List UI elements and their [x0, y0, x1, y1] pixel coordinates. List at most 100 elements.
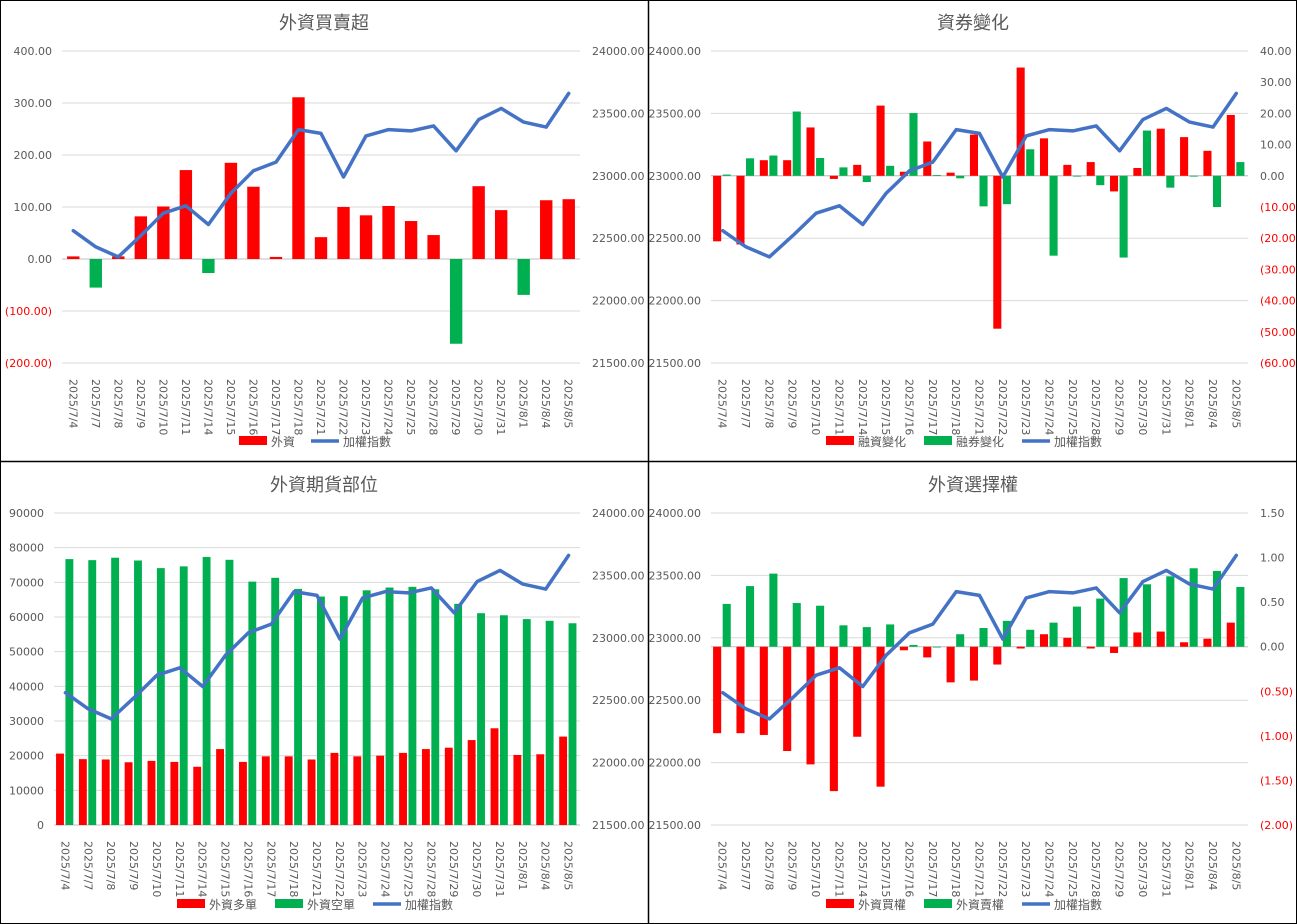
bar-series2: [1142, 584, 1152, 647]
bar-series2: [979, 627, 988, 647]
right-axis-tick-label: 21500.00: [592, 819, 645, 832]
bar-series1: [147, 760, 156, 825]
category-label: 2025/7/15: [879, 841, 892, 897]
bar-series1: [969, 646, 978, 681]
category-label: 2025/7/11: [832, 841, 845, 897]
bar-series2: [1026, 629, 1035, 647]
bar-series2: [956, 634, 965, 647]
legend-swatch: [275, 899, 303, 908]
bar-series1: [427, 235, 440, 259]
bar-series2: [454, 603, 463, 825]
category-label: 2025/8/4: [539, 379, 552, 428]
bar-series1: [1016, 67, 1025, 176]
right-axis-tick-label: 1.50: [1260, 507, 1285, 520]
bar-series2: [792, 111, 801, 176]
bar-series1: [759, 160, 768, 176]
category-label: 2025/7/4: [716, 841, 729, 890]
bar-series1: [89, 259, 102, 288]
bar-series2: [248, 581, 257, 825]
bar-series1: [261, 756, 270, 825]
category-label: 2025/7/17: [926, 379, 939, 435]
right-axis-tick-label: (60.00): [1260, 357, 1297, 370]
bar-series2: [1119, 578, 1128, 647]
category-label: 2025/7/22: [337, 379, 350, 435]
right-axis-tick-label: 23500.00: [592, 569, 645, 582]
legend-swatch: [826, 899, 854, 908]
left-axis-tick-label: 21500.00: [649, 357, 702, 370]
category-label: 2025/7/22: [333, 841, 346, 897]
bar-series1: [876, 646, 885, 787]
category-label: 2025/7/25: [401, 841, 414, 897]
right-axis-tick-label: 22000.00: [592, 757, 645, 770]
bar-series2: [568, 623, 577, 825]
legend: 外資 加權指數: [239, 434, 391, 449]
legend: 融資變化 融券變化 加權指數: [826, 434, 1102, 449]
bar-series2: [792, 603, 801, 647]
bar-series2: [839, 167, 848, 176]
category-label: 2025/7/24: [379, 841, 392, 897]
bar-series2: [862, 627, 871, 647]
bar-series1: [713, 175, 722, 242]
right-axis-tick-label: 22500.00: [592, 232, 645, 245]
bar-series1: [783, 646, 792, 752]
category-label: 2025/7/25: [404, 379, 417, 435]
right-axis-tick-label: 23000.00: [592, 170, 645, 183]
category-label: 2025/7/8: [762, 379, 775, 428]
bar-series1: [1156, 128, 1165, 176]
right-axis-tick-label: 24000.00: [592, 45, 645, 58]
right-axis-tick-label: (20.00): [1260, 232, 1297, 245]
right-axis-tick-label: 0.00: [1260, 170, 1285, 183]
category-label: 2025/7/29: [447, 841, 460, 897]
bar-series1: [1156, 631, 1165, 647]
bar-series1: [1133, 168, 1142, 176]
bar-series2: [65, 559, 74, 825]
category-label: 2025/7/23: [359, 379, 372, 435]
bar-series1: [239, 761, 247, 825]
category-label: 2025/7/16: [246, 379, 259, 435]
category-label: 2025/7/4: [58, 841, 71, 890]
category-label: 2025/7/16: [241, 841, 254, 897]
category-label: 2025/7/17: [926, 841, 939, 897]
bar-series1: [1039, 634, 1049, 647]
bar-series2: [179, 566, 188, 825]
category-label: 2025/7/31: [494, 379, 507, 435]
bar-series1: [946, 172, 955, 176]
right-axis-tick-label: 0.00: [1260, 641, 1285, 654]
bar-series1: [101, 759, 110, 825]
category-label: 2025/7/15: [219, 841, 232, 897]
category-label: 2025/7/16: [902, 379, 915, 435]
category-label: 2025/7/22: [996, 379, 1009, 435]
bar-series2: [339, 596, 348, 825]
left-axis-tick-label: 0.00: [28, 253, 53, 266]
category-label: 2025/7/30: [1136, 379, 1149, 435]
chart-panel-1: 外資買賣超 (200.00) (100.00) 0.00 100.00 200.00 300…: [5, 13, 645, 449]
right-axis-tick-label: (1.50): [1260, 774, 1293, 787]
bar-series1: [157, 206, 170, 259]
bar-series1: [224, 162, 238, 259]
bar-series1: [559, 736, 568, 825]
category-label: 2025/7/4: [66, 379, 79, 428]
category-label: 2025/7/10: [809, 841, 822, 897]
chart-title: 外資買賣超: [279, 13, 369, 34]
left-axis-tick-label: 23000.00: [649, 170, 702, 183]
category-label: 2025/7/14: [856, 841, 869, 897]
chart-title: 資券變化: [937, 13, 1009, 34]
bar-series2: [979, 175, 988, 207]
bar-series1: [376, 755, 385, 825]
bar-series1: [399, 752, 407, 825]
category-label: 2025/7/31: [1159, 379, 1172, 435]
category-label: 2025/7/7: [81, 841, 94, 890]
bar-series1: [829, 646, 838, 792]
right-axis-tick-label: (50.00): [1260, 326, 1297, 339]
legend-label: 外資: [271, 435, 295, 449]
bar-series1: [359, 215, 373, 259]
bar-series1: [56, 753, 64, 825]
bar-series1: [1063, 164, 1072, 176]
right-axis-tick-label: 0.50: [1260, 596, 1285, 609]
bar-series2: [746, 586, 755, 647]
bar-series2: [769, 573, 778, 647]
bar-series1: [759, 646, 768, 735]
bar-series2: [408, 586, 417, 825]
bar-series2: [477, 613, 485, 825]
bar-series1: [1110, 175, 1119, 192]
